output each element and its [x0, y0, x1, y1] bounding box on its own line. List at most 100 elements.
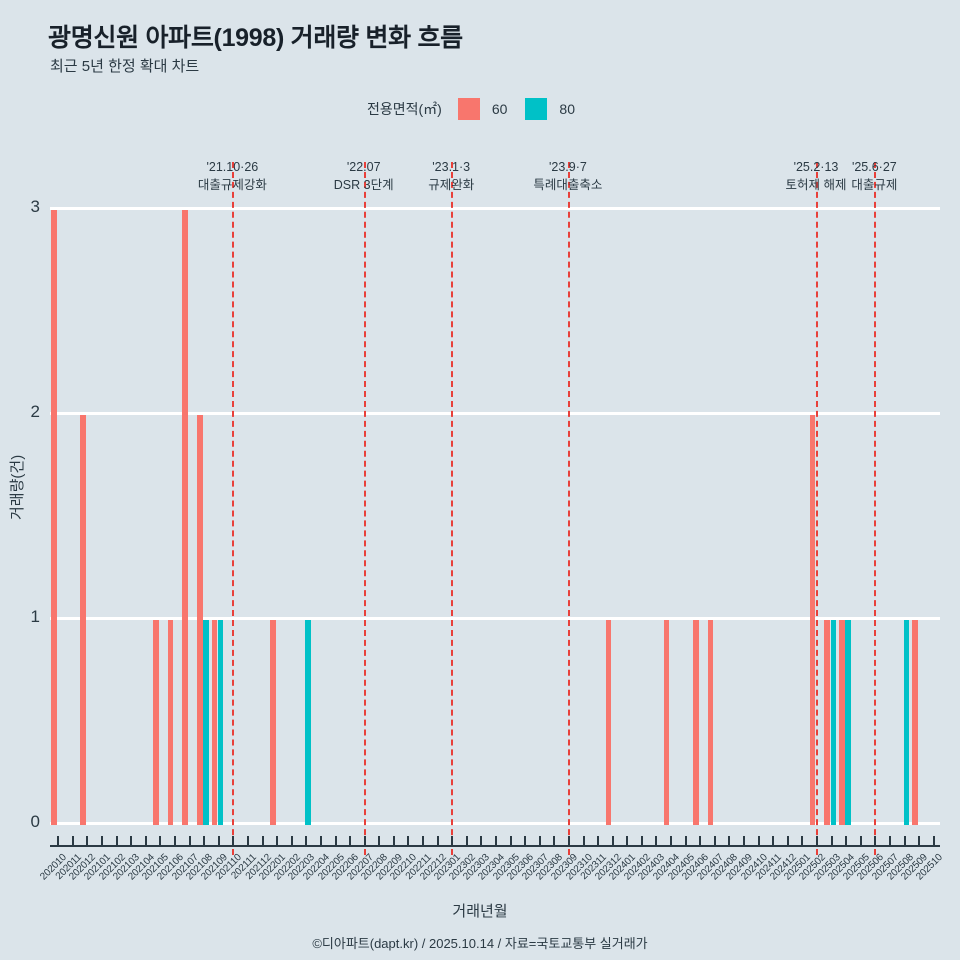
page-title: 광명신원 아파트(1998) 거래량 변화 흐름: [48, 24, 463, 52]
bar[interactable]: [197, 415, 203, 825]
bar[interactable]: [839, 620, 845, 825]
x-tick: [743, 836, 746, 845]
plot-area: 0 1 2 3 '21.10·26 대출규제강화 '22.07 DSR 3단계 '23.1·3 규…: [31, 160, 940, 855]
bar[interactable]: [663, 620, 670, 825]
annotation-line: [815, 162, 818, 855]
bar[interactable]: [903, 620, 910, 825]
x-tick: [553, 836, 556, 845]
x-tick: [626, 836, 629, 845]
annotation-date: '25.2·13: [793, 160, 839, 174]
bar[interactable]: [182, 210, 188, 825]
x-tick: [319, 836, 322, 845]
x-tick: [772, 836, 775, 845]
x-tick: [436, 836, 439, 845]
x-tick: [422, 836, 425, 845]
page-subtitle: 최근 5년 한정 확대 차트: [50, 58, 200, 75]
annotation-text: 규제완화: [428, 178, 475, 193]
annotation-label: '22.07 DSR 3단계: [334, 158, 394, 194]
x-axis: [50, 836, 940, 847]
x-tick: [188, 836, 191, 845]
annotation-text: 대출규제강화: [197, 178, 267, 193]
bar[interactable]: [305, 620, 311, 825]
legend-item-80[interactable]: 80: [525, 98, 575, 120]
bar[interactable]: [203, 620, 209, 825]
bar[interactable]: [80, 415, 86, 825]
footer-credit: ©디아파트(dapt.kr) / 2025.10.14 / 자료=국토교통부 실…: [312, 936, 648, 951]
legend-item-60[interactable]: 60: [457, 98, 508, 120]
x-tick: [261, 836, 264, 845]
annotation-date: '21.10·26: [206, 160, 259, 174]
x-tick: [203, 836, 206, 845]
x-tick: [815, 836, 818, 845]
bar[interactable]: [211, 620, 218, 825]
x-tick: [670, 836, 673, 845]
bar[interactable]: [153, 620, 159, 825]
x-tick: [451, 836, 454, 845]
bar[interactable]: [605, 620, 612, 825]
x-tick: [567, 836, 570, 845]
annotation-date: '23.1·3: [432, 160, 471, 174]
x-tick: [582, 836, 585, 845]
annotation-text: DSR 3단계: [333, 178, 394, 193]
x-tick: [334, 836, 337, 845]
annotation-line: [451, 162, 454, 855]
bar[interactable]: [809, 415, 816, 825]
x-tick: [363, 836, 366, 845]
bar[interactable]: [911, 620, 918, 825]
x-tick: [232, 836, 235, 845]
x-tick: [101, 836, 104, 845]
annotation-line: [232, 162, 235, 855]
x-tick: [509, 836, 512, 845]
annotation-date: '23.9·7: [549, 160, 587, 174]
bar[interactable]: [693, 620, 699, 825]
annotation-label: '21.10·26 대출규제강화: [198, 158, 267, 194]
gridline-2: 2: [31, 402, 940, 421]
bar[interactable]: [830, 620, 837, 825]
x-tick: [57, 836, 60, 845]
x-tick: [246, 836, 249, 845]
x-tick: [932, 836, 935, 845]
y-tick-label-0: 0: [30, 812, 40, 831]
x-tick: [830, 836, 833, 845]
x-tick: [144, 836, 147, 845]
annotation-line: [567, 162, 570, 855]
x-tick: [640, 836, 643, 845]
bar[interactable]: [845, 620, 851, 825]
y-tick-label-3: 3: [30, 197, 40, 216]
x-tick: [611, 836, 614, 845]
x-tick: [757, 836, 760, 845]
bar[interactable]: [707, 620, 714, 825]
bar[interactable]: [270, 620, 276, 825]
gridline-1: 1: [31, 607, 940, 626]
legend-swatch-80: [525, 98, 548, 120]
x-tick: [524, 836, 527, 845]
x-axis-title: 거래년월: [452, 903, 508, 920]
x-tick: [465, 836, 468, 845]
bar[interactable]: [167, 620, 174, 825]
x-tick: [888, 836, 891, 845]
x-tick: [159, 836, 162, 845]
x-tick: [174, 836, 177, 845]
annotation-label: '25.6·27 대출규제: [851, 158, 897, 194]
annotation-line: [874, 162, 877, 855]
x-tick: [130, 836, 133, 845]
x-tick: [684, 836, 687, 845]
bar[interactable]: [824, 620, 830, 825]
x-tick: [859, 836, 862, 845]
chart-legend: 전용면적(㎡) 60 80: [0, 98, 960, 120]
x-tick: [786, 836, 789, 845]
x-tick: [699, 836, 702, 845]
x-tick: [290, 836, 293, 845]
annotation-date: '25.6·27: [851, 160, 897, 174]
x-tick: [655, 836, 658, 845]
legend-label-60: 60: [491, 101, 508, 117]
bar[interactable]: [51, 210, 57, 825]
annotation-line: [363, 162, 366, 855]
y-tick-label-1: 1: [30, 607, 40, 626]
annotation-label: '23.1·3 규제완화: [428, 158, 474, 194]
bar[interactable]: [217, 620, 224, 825]
annotation-text: 대출규제: [851, 178, 898, 193]
x-tick: [903, 836, 906, 845]
x-tick: [86, 836, 89, 845]
y-axis-title: 거래량(건): [9, 454, 26, 520]
